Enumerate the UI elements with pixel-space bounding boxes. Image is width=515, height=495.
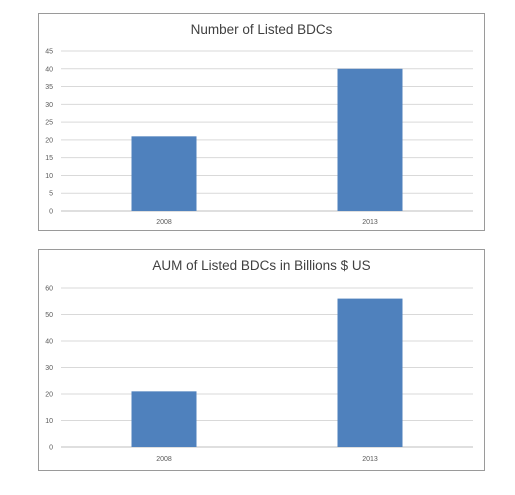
y-tick-label: 5 [49,191,53,198]
y-tick-label: 10 [45,173,53,180]
bar-2008 [131,136,197,211]
y-tick-label: 30 [45,102,53,109]
bar-2008 [131,391,197,447]
chart-panel-bdc-aum: AUM of Listed BDCs in Billions $ US 0 10 2… [38,249,485,471]
y-tick-label: 10 [45,418,53,425]
y-tick-label: 60 [45,286,53,293]
y-tick-label: 15 [45,155,53,162]
chart-title: AUM of Listed BDCs in Billions $ US [152,258,371,273]
bar-chart-bdc-aum: 0 10 20 30 40 50 60 2008 2013 [45,286,473,463]
x-tick-label: 2008 [156,219,172,226]
y-tick-label: 45 [45,49,53,56]
y-tick-label: 25 [45,120,53,127]
y-tick-label: 20 [45,137,53,144]
y-tick-label: 35 [45,84,53,91]
y-tick-label: 0 [49,209,53,216]
chart-panel-bdc-count: Number of Listed BDCs 0 5 10 15 20 25 30 35 40 45… [38,13,485,231]
x-tick-label: 2008 [156,456,172,463]
x-tick-label: 2013 [362,456,378,463]
y-tick-label: 30 [45,365,53,372]
y-tick-label: 40 [45,339,53,346]
y-tick-label: 20 [45,392,53,399]
bar-2013 [337,298,403,447]
bar-2013 [337,68,403,212]
y-tick-label: 50 [45,312,53,319]
y-tick-label: 40 [45,66,53,73]
x-tick-label: 2013 [362,219,378,226]
y-tick-label: 0 [49,445,53,452]
chart-title: Number of Listed BDCs [190,22,333,37]
bar-chart-bdc-count: 0 5 10 15 20 25 30 35 40 45 2008 2013 [45,49,473,226]
